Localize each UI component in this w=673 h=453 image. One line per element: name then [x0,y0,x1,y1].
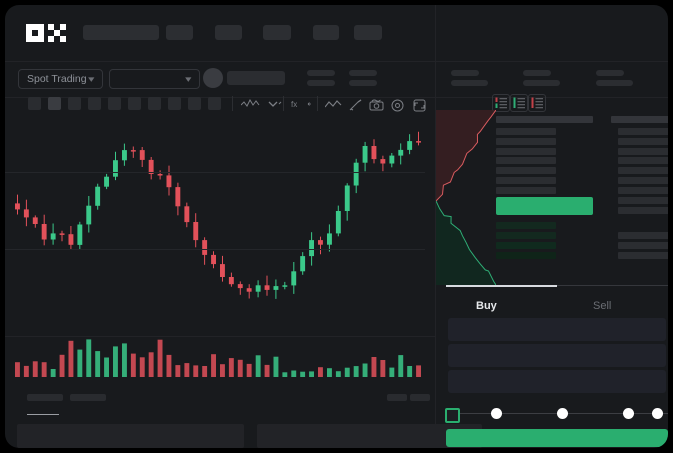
svg-text:fx: fx [291,100,297,109]
